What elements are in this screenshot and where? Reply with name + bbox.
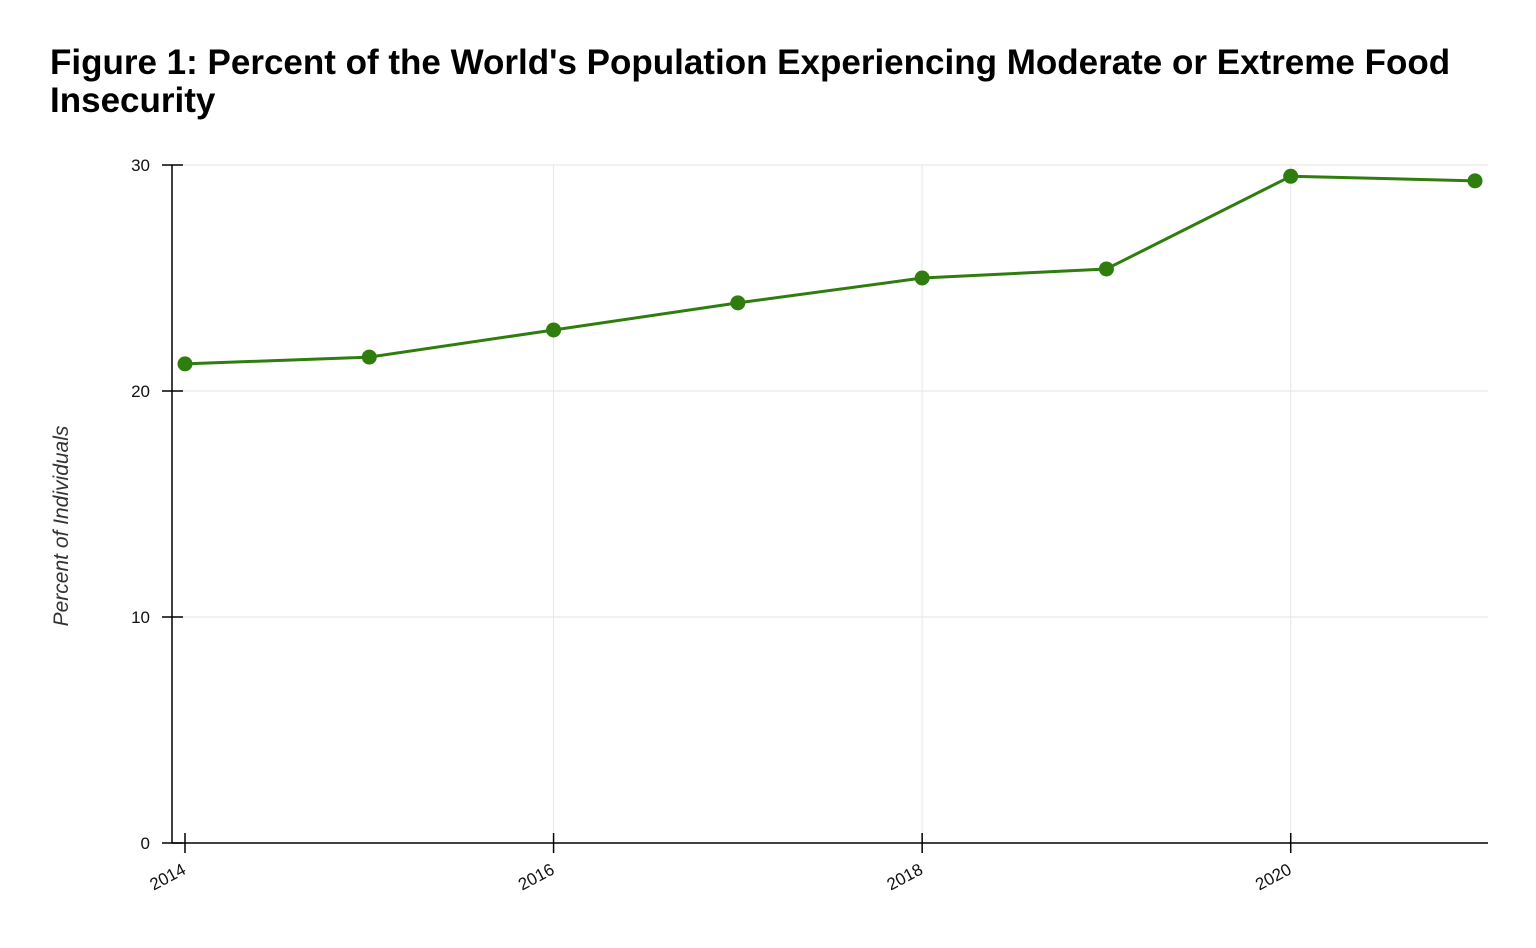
x-tick-label: 2016 — [515, 860, 557, 895]
x-tick-label: 2014 — [147, 860, 189, 895]
data-point — [1283, 168, 1299, 184]
series-line — [184, 174, 1476, 366]
y-axis-title: Percent of Individuals — [50, 425, 73, 626]
data-point — [1098, 261, 1114, 277]
y-tick-label: 20 — [131, 382, 150, 401]
x-tick-label: 2018 — [884, 860, 926, 895]
y-tick-label: 30 — [131, 156, 150, 175]
y-tick-label: 10 — [131, 608, 150, 627]
axis-ticks: 0 10 20 30 2014 2016 2018 2020 — [131, 156, 1295, 894]
data-point — [730, 295, 746, 311]
chart-title: Figure 1: Percent of the World's Populat… — [50, 43, 1451, 120]
y-tick-label: 0 — [141, 834, 150, 853]
data-point — [546, 322, 562, 338]
data-point — [1467, 173, 1483, 189]
data-point — [361, 349, 377, 365]
gridlines — [172, 164, 1488, 843]
data-point — [177, 356, 193, 372]
data-series — [177, 168, 1483, 372]
data-point — [914, 270, 930, 286]
axes — [171, 165, 1488, 844]
x-tick-label: 2020 — [1252, 860, 1294, 895]
